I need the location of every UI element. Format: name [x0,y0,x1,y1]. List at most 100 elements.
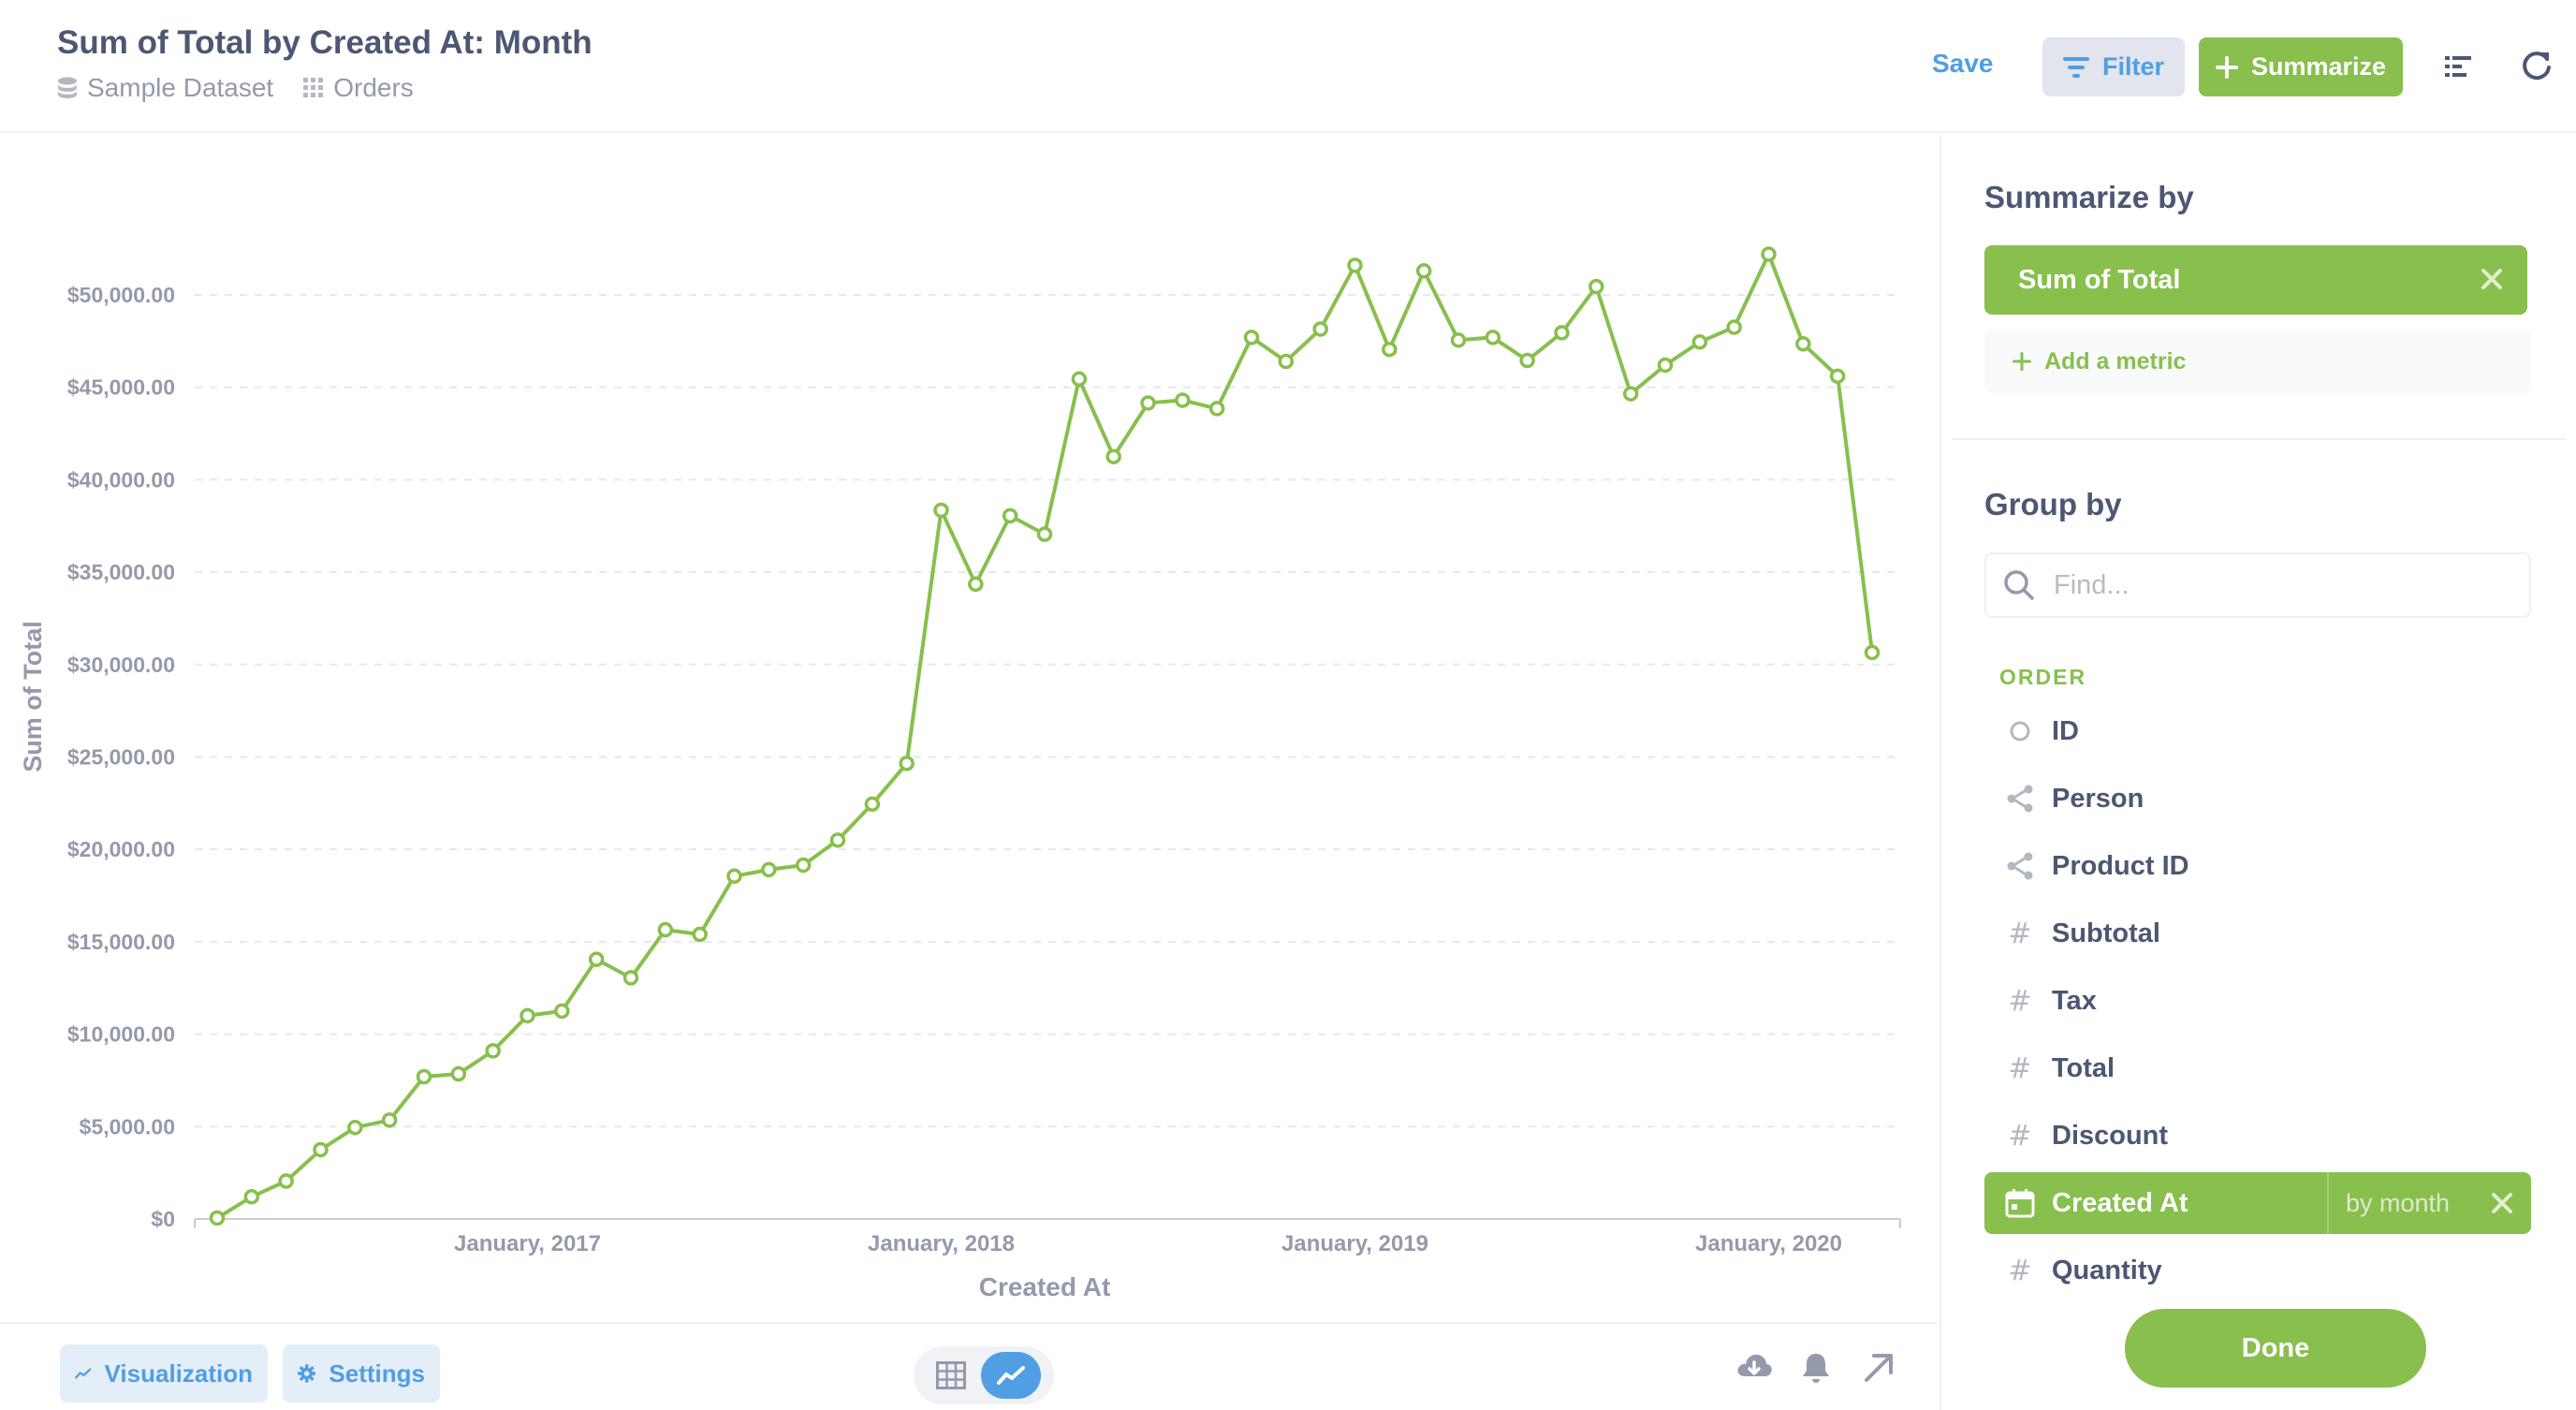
data-point[interactable] [554,1003,570,1020]
field-item-quantity[interactable]: # Quantity [1984,1240,2531,1301]
field-item-person[interactable]: Person [1984,768,2531,830]
data-point[interactable] [520,1007,535,1024]
done-button[interactable]: Done [2125,1309,2426,1388]
data-point[interactable] [1726,319,1742,335]
chart-view-button[interactable] [981,1352,1041,1399]
breadcrumb-table[interactable]: Orders [303,73,414,103]
visualization-button[interactable]: Visualization [60,1344,268,1403]
data-point[interactable] [1140,395,1156,411]
data-point[interactable] [1071,371,1088,388]
data-point[interactable] [313,1141,329,1158]
data-point[interactable] [968,576,984,593]
data-point[interactable] [1002,507,1018,524]
data-point[interactable] [1175,392,1191,408]
metric-pill[interactable]: Sum of Total [1984,245,2527,315]
data-point[interactable] [1278,353,1295,370]
data-point[interactable] [1105,448,1121,464]
temporal-bucket-selector[interactable]: by month [2327,1172,2531,1234]
data-point[interactable] [864,796,881,813]
sum-plus-icon [2215,55,2238,79]
data-point[interactable] [485,1043,501,1059]
field-item-tax[interactable]: # Tax [1984,970,2531,1032]
close-icon[interactable] [2479,266,2505,292]
data-point[interactable] [899,756,915,771]
data-point[interactable] [1829,368,1846,385]
settings-button[interactable]: Settings [283,1344,440,1403]
data-point[interactable] [1415,263,1432,279]
data-point[interactable] [1036,526,1053,542]
summarize-button[interactable]: Summarize [2199,37,2403,96]
filter-button[interactable]: Filter [2042,37,2185,96]
data-point[interactable] [761,861,777,878]
data-point[interactable] [1519,352,1535,369]
data-point[interactable] [795,857,812,874]
notebook-icon[interactable] [2445,52,2473,81]
data-point[interactable] [450,1065,467,1082]
summarize-by-heading: Summarize by [1984,180,2194,214]
data-point[interactable] [1450,332,1467,348]
summarize-button-label: Summarize [2250,52,2387,81]
data-point[interactable] [1208,401,1225,417]
data-point[interactable] [1243,330,1260,345]
data-point[interactable] [1347,257,1363,273]
number-icon: # [2008,1254,2032,1287]
field-label: Product ID [2052,850,2189,881]
data-point[interactable] [347,1120,363,1136]
data-point[interactable] [1312,321,1328,337]
field-label: Quantity [2052,1255,2162,1285]
data-point[interactable] [1795,336,1811,352]
data-point[interactable] [1864,644,1881,661]
search-input[interactable] [2054,569,2503,601]
field-label: Tax [2052,985,2097,1016]
refresh-icon[interactable] [2520,49,2554,82]
save-button[interactable]: Save [1932,49,1994,78]
field-item-subtotal[interactable]: # Subtotal [1984,903,2531,964]
page-title: Sum of Total by Created At: Month [57,24,593,61]
data-point[interactable] [416,1068,432,1085]
x-axis-title: Created At [979,1272,1111,1301]
data-point[interactable] [692,926,708,943]
line-chart: $0 $5,000.00 $10,000.00 $15,000.00 $20,000.0… [19,246,1901,1301]
bell-icon[interactable] [1801,1352,1831,1384]
data-point[interactable] [588,951,605,967]
data-point[interactable] [829,832,846,848]
data-point[interactable] [278,1173,294,1189]
field-item-product-id[interactable]: Product ID [1984,835,2531,897]
data-point[interactable] [1382,341,1398,358]
data-point[interactable] [1588,278,1604,295]
data-point[interactable] [622,970,639,986]
field-label: Created At [2052,1187,2188,1218]
filter-button-label: Filter [2101,52,2164,81]
data-point[interactable] [1691,334,1708,350]
field-label: Total [2052,1052,2115,1083]
data-point[interactable] [381,1112,398,1128]
download-icon[interactable] [1735,1352,1773,1382]
field-item-discount[interactable]: # Discount [1984,1105,2531,1167]
number-icon: # [2008,1119,2032,1153]
add-metric-label: Add a metric [2044,347,2187,375]
add-metric-button[interactable]: Add a metric [1984,330,2531,393]
y-tick-label: $10,000.00 [67,1022,175,1047]
close-icon[interactable] [2490,1191,2514,1215]
field-list: ID Person Product ID # Subtotal # Tax # Total # Di… [1984,700,2531,1307]
data-point[interactable] [1622,386,1639,402]
header: Sum of Total by Created At: Month Sample… [0,0,2576,133]
expand-arrow-icon[interactable] [1863,1352,1895,1384]
data-point[interactable] [209,1210,226,1226]
field-item-total[interactable]: # Total [1984,1037,2531,1099]
connections-icon [1999,783,2041,815]
number-icon: # [2008,984,2032,1018]
table-icon[interactable] [936,1361,966,1389]
data-point[interactable] [726,868,742,885]
field-item-created-at[interactable]: Created At by month [1984,1172,2531,1234]
breadcrumb-database[interactable]: Sample Dataset [57,73,273,103]
data-point[interactable] [243,1189,260,1205]
data-point[interactable] [1554,325,1570,341]
data-point[interactable] [1657,357,1674,374]
data-point[interactable] [1485,330,1501,345]
data-point[interactable] [933,502,949,519]
field-item-id[interactable]: ID [1984,700,2531,762]
data-point[interactable] [1761,246,1777,262]
breadcrumb-table-label: Orders [333,73,414,102]
data-point[interactable] [657,921,674,938]
